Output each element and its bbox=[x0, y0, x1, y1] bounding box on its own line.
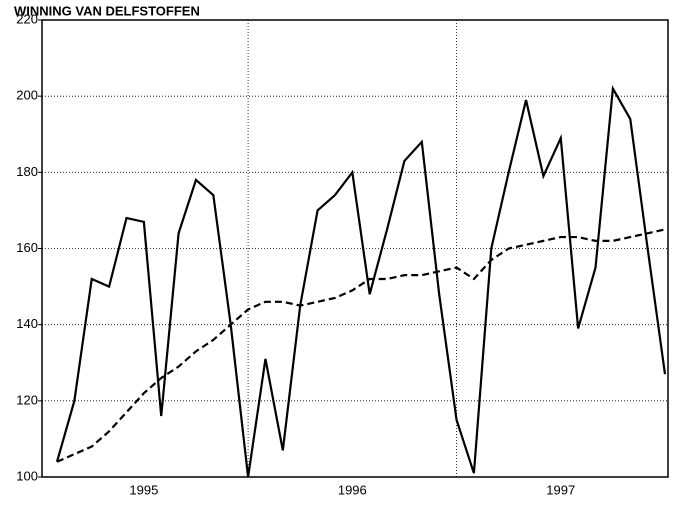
y-tick-label: 120 bbox=[16, 392, 38, 407]
x-tick-label: 1997 bbox=[546, 482, 575, 497]
x-tick-label: 1995 bbox=[129, 482, 158, 497]
y-tick-label: 140 bbox=[16, 316, 38, 331]
y-tick-label: 160 bbox=[16, 240, 38, 255]
y-tick-label: 200 bbox=[16, 88, 38, 103]
line bbox=[56, 228, 666, 463]
y-tick-label: 100 bbox=[16, 468, 38, 483]
y-tick-label: 180 bbox=[16, 164, 38, 179]
chart-title: WINNING VAN DELFSTOFFEN bbox=[14, 3, 200, 18]
x-tick-label: 1996 bbox=[338, 482, 367, 497]
y-tick-label: 220 bbox=[16, 11, 38, 26]
line bbox=[55, 84, 667, 478]
